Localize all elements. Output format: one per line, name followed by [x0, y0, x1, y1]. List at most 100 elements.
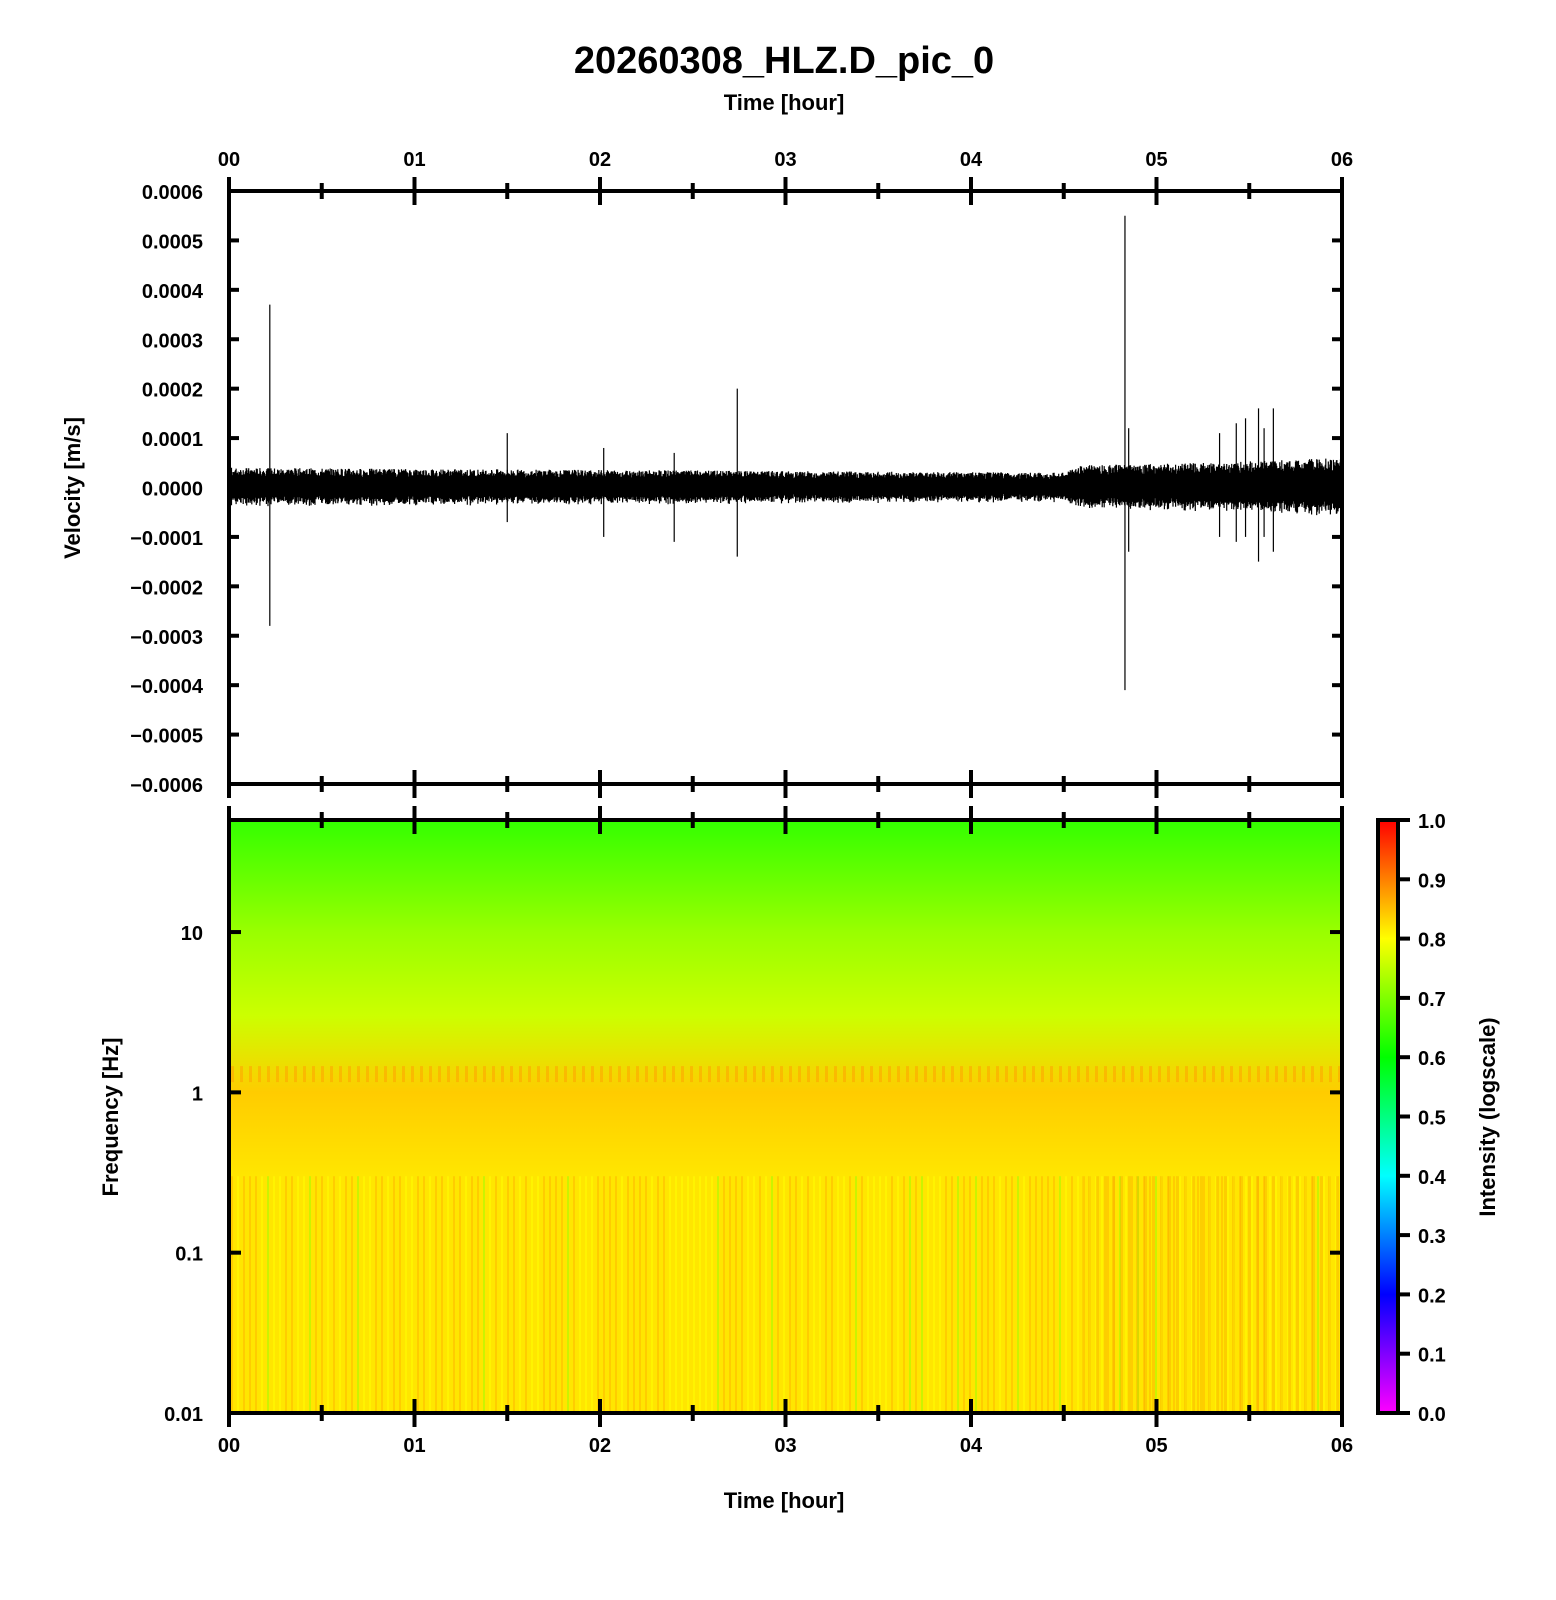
spectrogram-column — [825, 1176, 827, 1413]
spectrogram-column — [339, 1176, 341, 1413]
spectrogram-band-cell — [1050, 1066, 1053, 1083]
spectrogram-band-cell — [816, 1066, 819, 1083]
spectrogram-column — [723, 1176, 725, 1413]
spectrogram-column — [1059, 1176, 1061, 1413]
spectrogram-column — [1023, 1176, 1025, 1413]
spectrogram-column — [237, 1176, 239, 1413]
spectrogram-band-cell — [357, 1066, 360, 1083]
spectrogram-column — [687, 1176, 689, 1413]
spectrogram-band-cell — [789, 1066, 792, 1083]
spectrogram-band-cell — [1113, 1066, 1116, 1083]
spectrogram-band-cell — [501, 1066, 504, 1083]
spectrogram-band-cell — [726, 1066, 729, 1083]
spectrogram-band-cell — [303, 1066, 306, 1083]
x-tick-label: 02 — [589, 149, 611, 171]
spectrogram-column — [393, 1176, 395, 1413]
spectrogram-band-cell — [771, 1066, 774, 1083]
spectrogram-column — [957, 1176, 959, 1413]
spectrogram-band-cell — [915, 1066, 918, 1083]
spectrogram-column — [855, 1176, 857, 1413]
colorbar: 1.0 0.9 0.8 0.7 0.6 0.5 0.4 0.3 0.2 0.1 0.0 Intens… — [1376, 811, 1500, 1426]
spectrogram-band-cell — [447, 1066, 450, 1083]
spectrogram-column — [327, 1176, 329, 1413]
spectrogram-column — [615, 1176, 617, 1413]
x-tick-label: 05 — [1145, 149, 1167, 171]
spectrogram-band-cell — [1140, 1066, 1143, 1083]
spectrogram-column — [321, 1176, 323, 1413]
spectrogram-column — [729, 1176, 731, 1413]
spectrogram-column — [843, 1176, 845, 1413]
spectrogram-column — [849, 1176, 851, 1413]
spectrogram-band-cell — [762, 1066, 765, 1083]
spectrogram-band-cell — [438, 1066, 441, 1083]
spectrogram-band-cell — [951, 1066, 954, 1083]
spectrogram-column — [771, 1176, 773, 1413]
y-tick-label: −0.0005 — [130, 726, 203, 748]
spectrogram-column — [1011, 1176, 1013, 1413]
spectrogram-column — [921, 1176, 923, 1413]
spectrogram-column — [417, 1176, 419, 1413]
x-tick-label: 00 — [218, 1435, 240, 1457]
spectrogram-column — [927, 1176, 929, 1413]
velocity-y-axis: 0.0006 0.0005 0.0004 0.0003 0.0002 0.0001 0.00… — [130, 182, 1342, 797]
spectrogram-column — [777, 1176, 779, 1413]
spectrogram-column — [273, 1176, 275, 1413]
spectrogram-band-cell — [690, 1066, 693, 1083]
spectrogram-column — [591, 1176, 593, 1413]
spectrogram-band-cell — [663, 1066, 666, 1083]
velocity-spikes — [269, 215, 1274, 691]
spectrogram-band-cell — [1014, 1066, 1017, 1083]
top-x-axis-label: Time [hour] — [724, 90, 845, 115]
spectrogram-band-cell — [1257, 1066, 1260, 1083]
spectrogram-band-cell — [483, 1066, 486, 1083]
spectrogram-band-cell — [735, 1066, 738, 1083]
y-tick-label: −0.0004 — [130, 676, 204, 698]
y-tick-label: −0.0002 — [130, 577, 203, 599]
bottom-x-axis-label: Time [hour] — [724, 1488, 845, 1513]
top-time-axis: 00 01 02 03 04 05 06 — [218, 149, 1353, 798]
spectrogram-column — [291, 1176, 293, 1413]
spectrogram-band-cell — [510, 1066, 513, 1083]
colorbar-label: Intensity (logscale) — [1475, 1017, 1500, 1216]
spectrogram-panel: 10 1 0.1 0.01 00 01 02 03 04 05 06 Time [hour] Fr… — [98, 806, 1353, 1513]
y-tick-label: 0.0001 — [142, 429, 203, 451]
x-tick-label: 01 — [403, 149, 425, 171]
spectrogram-column — [603, 1176, 605, 1413]
spectrogram-band-cell — [312, 1066, 315, 1083]
x-tick-label: 04 — [960, 1435, 983, 1457]
colorbar-tick-label: 0.2 — [1418, 1285, 1446, 1307]
spectrogram-band-cell — [339, 1066, 342, 1083]
colorbar-tick-label: 0.4 — [1418, 1167, 1447, 1189]
spectrogram-column — [279, 1176, 281, 1413]
spectrogram-column — [885, 1176, 887, 1413]
spectrogram-column — [243, 1176, 245, 1413]
x-tick-label: 02 — [589, 1435, 611, 1457]
spectrogram-band-cell — [1095, 1066, 1098, 1083]
spectrogram-band-cell — [1167, 1066, 1170, 1083]
spectrogram-column — [783, 1176, 785, 1413]
x-tick-label: 06 — [1331, 1435, 1353, 1457]
spectrogram-band-cell — [636, 1066, 639, 1083]
spectrogram-band-cell — [1059, 1066, 1062, 1083]
colorbar-tick-label: 0.1 — [1418, 1345, 1446, 1367]
spectrogram-band-cell — [1320, 1066, 1323, 1083]
spectrogram-column — [861, 1176, 863, 1413]
spectrogram-band-cell — [492, 1066, 495, 1083]
x-tick-label: 03 — [774, 149, 796, 171]
spectrogram-band-cell — [897, 1066, 900, 1083]
spectrogram-band-cell — [582, 1066, 585, 1083]
spectrogram-column — [303, 1176, 305, 1413]
spectrogram-column — [795, 1176, 797, 1413]
spectrogram-band-cell — [456, 1066, 459, 1083]
spectrogram-band-cell — [627, 1066, 630, 1083]
spectrogram-column — [231, 1176, 233, 1413]
spectrogram-column — [831, 1176, 833, 1413]
spectrogram-column — [975, 1176, 977, 1413]
spectrogram-column — [657, 1176, 659, 1413]
spectrogram-band-cell — [348, 1066, 351, 1083]
spectrogram-column — [531, 1176, 533, 1413]
spectrogram-band-cell — [852, 1066, 855, 1083]
spectrogram-column — [645, 1176, 647, 1413]
spectrogram-column — [873, 1176, 875, 1413]
spectrogram-column — [435, 1176, 437, 1413]
